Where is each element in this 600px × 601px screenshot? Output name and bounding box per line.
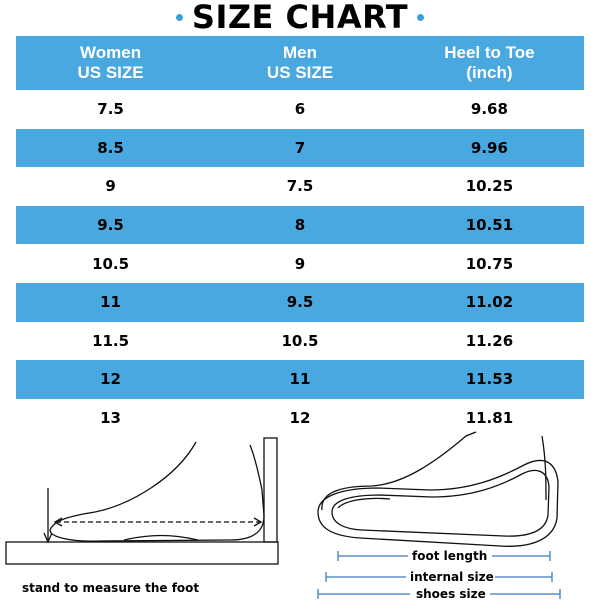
table-header-row: Women US SIZE Men US SIZE Heel to Toe (i… (16, 36, 584, 90)
insole-toe-curve (337, 497, 391, 509)
cell-men: 7.5 (205, 167, 395, 206)
arrow-left (53, 517, 63, 527)
header-heel-line1: Heel to Toe (444, 43, 535, 62)
table-row: 9 7.5 10.25 (16, 167, 584, 206)
header-women-line1: Women (80, 43, 142, 62)
header-men-line2: US SIZE (266, 63, 334, 82)
table-row: 13 12 11.81 (16, 398, 584, 438)
cell-men: 9 (205, 244, 395, 283)
cell-heel-to-toe: 9.68 (394, 90, 584, 129)
cell-men: 10.5 (205, 321, 395, 361)
cell-women: 7.5 (16, 90, 206, 129)
size-table: Women US SIZE Men US SIZE Heel to Toe (i… (16, 36, 584, 438)
cell-heel-to-toe: 11.53 (394, 360, 584, 399)
header-heel-line2: (inch) (466, 63, 513, 82)
shoe-inner-sole (331, 469, 550, 537)
table-row: 11 9.5 11.02 (16, 282, 584, 322)
cell-heel-to-toe: 10.25 (394, 167, 584, 206)
internal-size-label: internal size (410, 570, 494, 584)
heel-back-line (541, 435, 547, 501)
cell-heel-to-toe: 10.75 (394, 244, 584, 283)
title-dot-left (175, 13, 183, 21)
arrow-right (253, 517, 263, 527)
header-women: Women US SIZE (16, 36, 206, 90)
header-men: Men US SIZE (205, 36, 395, 90)
foot-arch (123, 534, 199, 541)
right-shoe-diagram (317, 431, 559, 547)
cell-women: 10.5 (16, 244, 206, 283)
cell-heel-to-toe: 10.51 (394, 205, 584, 245)
header-women-line2: US SIZE (77, 63, 144, 82)
title-dot-right (417, 13, 425, 21)
header-heel-to-toe: Heel to Toe (inch) (394, 36, 584, 90)
cell-men: 11 (205, 360, 395, 399)
cell-men: 7 (205, 128, 395, 168)
table-row: 9.5 8 10.51 (16, 205, 584, 245)
page-title: SIZE CHART (191, 0, 409, 36)
left-measure-diagram (5, 437, 279, 565)
cell-women: 11.5 (16, 321, 206, 361)
cell-men: 12 (205, 398, 395, 438)
wall-board (263, 437, 278, 543)
table-row: 12 11 11.53 (16, 360, 584, 399)
size-measure-lines (317, 551, 561, 599)
title-bar: SIZE CHART (0, 0, 600, 34)
foot-length-label: foot length (412, 549, 488, 563)
floor-board (5, 541, 279, 565)
cell-heel-to-toe: 11.81 (394, 398, 584, 438)
table-row: 10.5 9 10.75 (16, 244, 584, 283)
cell-men: 6 (205, 90, 395, 129)
cell-men: 8 (205, 205, 395, 245)
cell-heel-to-toe: 11.26 (394, 321, 584, 361)
table-row: 8.5 7 9.96 (16, 128, 584, 168)
left-caption: stand to measure the foot (22, 581, 200, 595)
heel-marker-arrow (43, 532, 53, 544)
cell-men: 9.5 (205, 282, 395, 322)
table-row: 7.5 6 9.68 (16, 90, 584, 129)
table-row: 11.5 10.5 11.26 (16, 321, 584, 361)
cell-women: 12 (16, 360, 206, 399)
foot-top-line (321, 431, 477, 511)
cell-heel-to-toe: 9.96 (394, 128, 584, 168)
cell-women: 8.5 (16, 128, 206, 168)
header-men-line1: Men (282, 43, 317, 62)
cell-women: 9 (16, 167, 206, 206)
shoe-outer-sole (317, 459, 559, 547)
shoes-size-label: shoes size (416, 587, 486, 601)
cell-heel-to-toe: 11.02 (394, 282, 584, 322)
cell-women: 9.5 (16, 205, 206, 245)
foot-outline (49, 441, 265, 542)
cell-women: 11 (16, 282, 206, 322)
cell-women: 13 (16, 398, 206, 438)
